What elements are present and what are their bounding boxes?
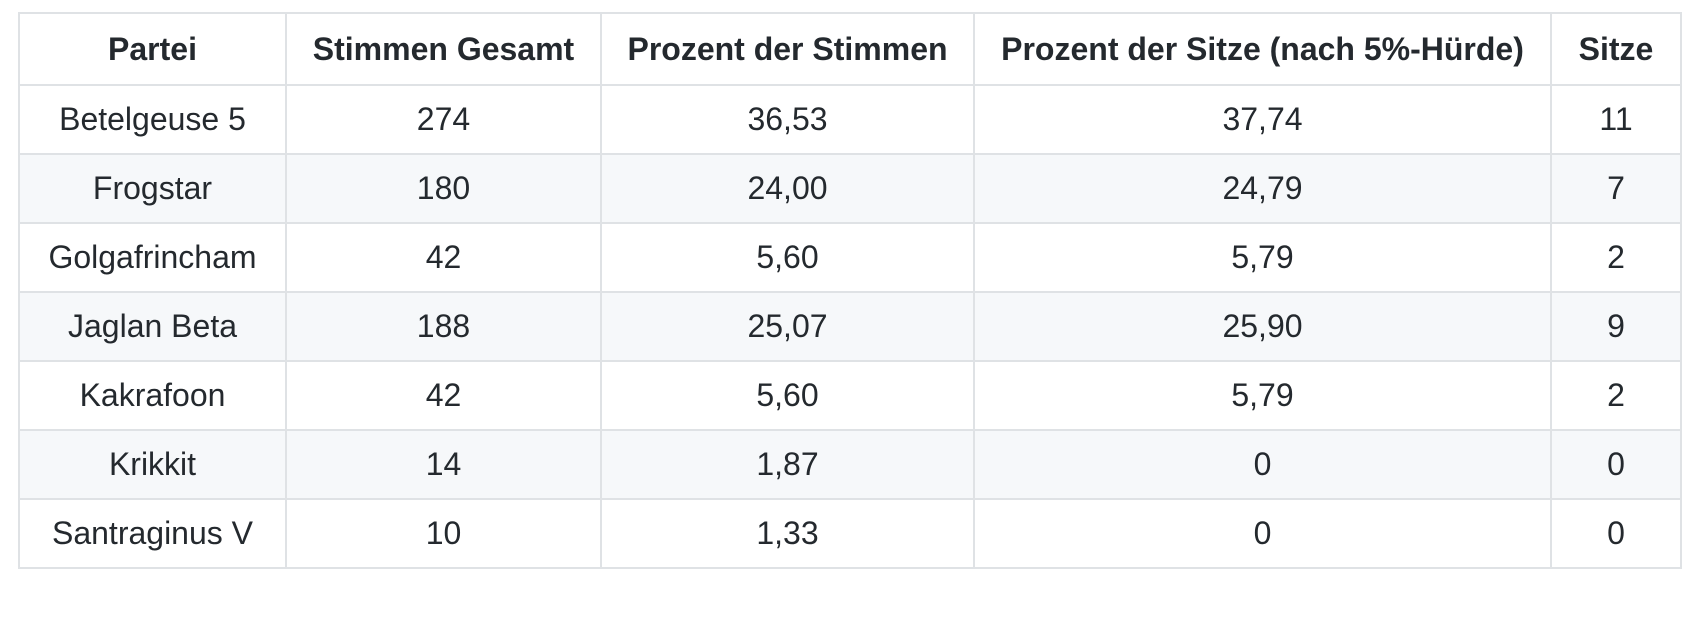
- table-header: Partei Stimmen Gesamt Prozent der Stimme…: [18, 12, 1682, 86]
- cell-prozent-der-stimmen: 5,60: [600, 222, 975, 293]
- cell-stimmen-gesamt: 14: [285, 429, 602, 500]
- cell-prozent-der-sitze: 0: [973, 429, 1552, 500]
- election-results-table: Partei Stimmen Gesamt Prozent der Stimme…: [18, 12, 1682, 569]
- table-body: Betelgeuse 5 274 36,53 37,74 11 Frogstar 180 24…: [18, 84, 1682, 569]
- table-row: Kakrafoon 42 5,60 5,79 2: [18, 360, 1682, 431]
- cell-stimmen-gesamt: 42: [285, 360, 602, 431]
- cell-prozent-der-sitze: 37,74: [973, 84, 1552, 155]
- cell-prozent-der-sitze: 5,79: [973, 222, 1552, 293]
- table-row: Santraginus V 10 1,33 0 0: [18, 498, 1682, 569]
- cell-partei: Krikkit: [18, 429, 287, 500]
- cell-prozent-der-stimmen: 1,87: [600, 429, 975, 500]
- table-row: Frogstar 180 24,00 24,79 7: [18, 153, 1682, 224]
- table-row: Krikkit 14 1,87 0 0: [18, 429, 1682, 500]
- cell-partei: Golgafrincham: [18, 222, 287, 293]
- column-header-stimmen-gesamt: Stimmen Gesamt: [285, 12, 602, 86]
- cell-sitze: 0: [1550, 498, 1682, 569]
- cell-prozent-der-stimmen: 36,53: [600, 84, 975, 155]
- cell-sitze: 0: [1550, 429, 1682, 500]
- cell-prozent-der-sitze: 25,90: [973, 291, 1552, 362]
- results-table-container: Partei Stimmen Gesamt Prozent der Stimme…: [18, 12, 1682, 569]
- cell-sitze: 7: [1550, 153, 1682, 224]
- cell-stimmen-gesamt: 42: [285, 222, 602, 293]
- cell-prozent-der-stimmen: 25,07: [600, 291, 975, 362]
- cell-prozent-der-stimmen: 5,60: [600, 360, 975, 431]
- cell-prozent-der-stimmen: 1,33: [600, 498, 975, 569]
- cell-prozent-der-sitze: 0: [973, 498, 1552, 569]
- cell-sitze: 9: [1550, 291, 1682, 362]
- cell-stimmen-gesamt: 180: [285, 153, 602, 224]
- cell-stimmen-gesamt: 188: [285, 291, 602, 362]
- column-header-prozent-der-sitze: Prozent der Sitze (nach 5%-Hürde): [973, 12, 1552, 86]
- header-row: Partei Stimmen Gesamt Prozent der Stimme…: [18, 12, 1682, 86]
- table-row: Jaglan Beta 188 25,07 25,90 9: [18, 291, 1682, 362]
- cell-partei: Jaglan Beta: [18, 291, 287, 362]
- column-header-prozent-der-stimmen: Prozent der Stimmen: [600, 12, 975, 86]
- cell-partei: Kakrafoon: [18, 360, 287, 431]
- cell-partei: Santraginus V: [18, 498, 287, 569]
- cell-prozent-der-sitze: 5,79: [973, 360, 1552, 431]
- cell-sitze: 2: [1550, 222, 1682, 293]
- cell-partei: Frogstar: [18, 153, 287, 224]
- cell-sitze: 2: [1550, 360, 1682, 431]
- cell-prozent-der-stimmen: 24,00: [600, 153, 975, 224]
- cell-stimmen-gesamt: 10: [285, 498, 602, 569]
- column-header-sitze: Sitze: [1550, 12, 1682, 86]
- cell-prozent-der-sitze: 24,79: [973, 153, 1552, 224]
- cell-sitze: 11: [1550, 84, 1682, 155]
- cell-stimmen-gesamt: 274: [285, 84, 602, 155]
- table-row: Golgafrincham 42 5,60 5,79 2: [18, 222, 1682, 293]
- cell-partei: Betelgeuse 5: [18, 84, 287, 155]
- column-header-partei: Partei: [18, 12, 287, 86]
- table-row: Betelgeuse 5 274 36,53 37,74 11: [18, 84, 1682, 155]
